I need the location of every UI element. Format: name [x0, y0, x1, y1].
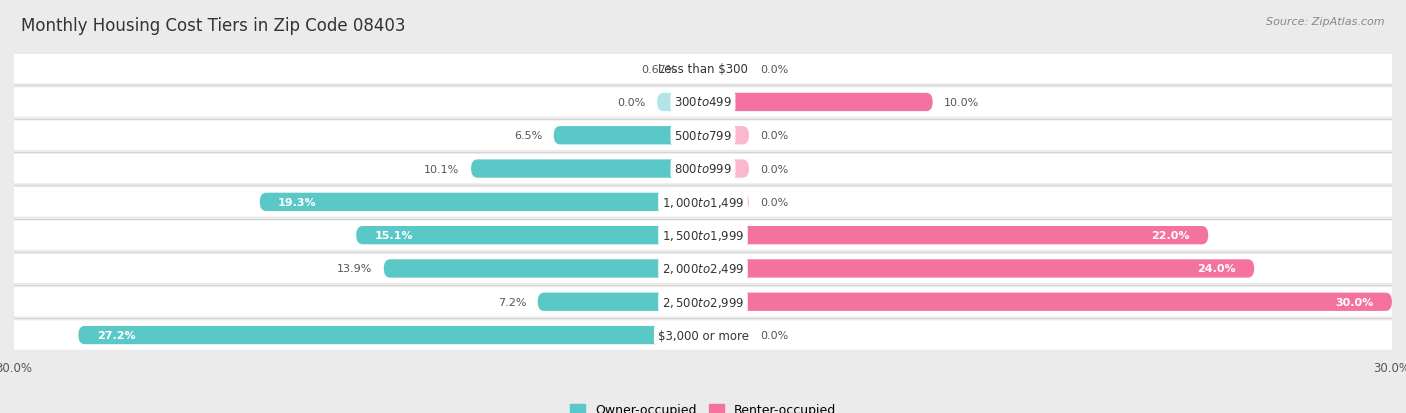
Text: Less than $300: Less than $300	[658, 63, 748, 76]
Text: $800 to $999: $800 to $999	[673, 163, 733, 176]
FancyBboxPatch shape	[703, 127, 749, 145]
FancyBboxPatch shape	[657, 94, 703, 112]
Text: 19.3%: 19.3%	[278, 197, 316, 207]
FancyBboxPatch shape	[471, 160, 703, 178]
FancyBboxPatch shape	[7, 55, 1399, 84]
Text: 27.2%: 27.2%	[97, 330, 135, 340]
Text: $1,500 to $1,999: $1,500 to $1,999	[662, 229, 744, 242]
Text: Monthly Housing Cost Tiers in Zip Code 08403: Monthly Housing Cost Tiers in Zip Code 0…	[21, 17, 405, 34]
Text: 13.9%: 13.9%	[337, 264, 373, 274]
FancyBboxPatch shape	[356, 226, 703, 245]
FancyBboxPatch shape	[7, 287, 1399, 317]
Text: 30.0%: 30.0%	[1336, 297, 1374, 307]
FancyBboxPatch shape	[7, 254, 1399, 283]
FancyBboxPatch shape	[703, 60, 749, 78]
FancyBboxPatch shape	[79, 326, 703, 344]
Text: $2,500 to $2,999: $2,500 to $2,999	[662, 295, 744, 309]
FancyBboxPatch shape	[703, 293, 1392, 311]
Text: 0.67%: 0.67%	[641, 64, 676, 74]
Text: $3,000 or more: $3,000 or more	[658, 329, 748, 342]
Text: 22.0%: 22.0%	[1152, 230, 1189, 241]
Text: 0.0%: 0.0%	[761, 330, 789, 340]
Text: $1,000 to $1,499: $1,000 to $1,499	[662, 195, 744, 209]
Text: 7.2%: 7.2%	[498, 297, 526, 307]
Text: 10.0%: 10.0%	[945, 98, 980, 108]
Text: 15.1%: 15.1%	[374, 230, 413, 241]
FancyBboxPatch shape	[384, 260, 703, 278]
FancyBboxPatch shape	[7, 320, 1399, 350]
Text: 0.0%: 0.0%	[761, 164, 789, 174]
FancyBboxPatch shape	[703, 160, 749, 178]
FancyBboxPatch shape	[703, 326, 749, 344]
FancyBboxPatch shape	[688, 60, 703, 78]
Text: 0.0%: 0.0%	[761, 64, 789, 74]
Text: 6.5%: 6.5%	[515, 131, 543, 141]
Text: $2,000 to $2,499: $2,000 to $2,499	[662, 262, 744, 276]
Text: 10.1%: 10.1%	[425, 164, 460, 174]
FancyBboxPatch shape	[7, 88, 1399, 117]
Text: 24.0%: 24.0%	[1197, 264, 1236, 274]
FancyBboxPatch shape	[260, 193, 703, 211]
Text: Source: ZipAtlas.com: Source: ZipAtlas.com	[1267, 17, 1385, 26]
Text: $300 to $499: $300 to $499	[673, 96, 733, 109]
Legend: Owner-occupied, Renter-occupied: Owner-occupied, Renter-occupied	[569, 403, 837, 413]
FancyBboxPatch shape	[554, 127, 703, 145]
FancyBboxPatch shape	[703, 193, 749, 211]
Text: 0.0%: 0.0%	[761, 131, 789, 141]
FancyBboxPatch shape	[703, 94, 932, 112]
FancyBboxPatch shape	[7, 154, 1399, 184]
FancyBboxPatch shape	[703, 260, 1254, 278]
FancyBboxPatch shape	[7, 121, 1399, 151]
FancyBboxPatch shape	[7, 221, 1399, 250]
Text: 0.0%: 0.0%	[761, 197, 789, 207]
FancyBboxPatch shape	[537, 293, 703, 311]
Text: 0.0%: 0.0%	[617, 98, 645, 108]
FancyBboxPatch shape	[7, 188, 1399, 217]
Text: $500 to $799: $500 to $799	[673, 129, 733, 142]
FancyBboxPatch shape	[703, 226, 1208, 245]
